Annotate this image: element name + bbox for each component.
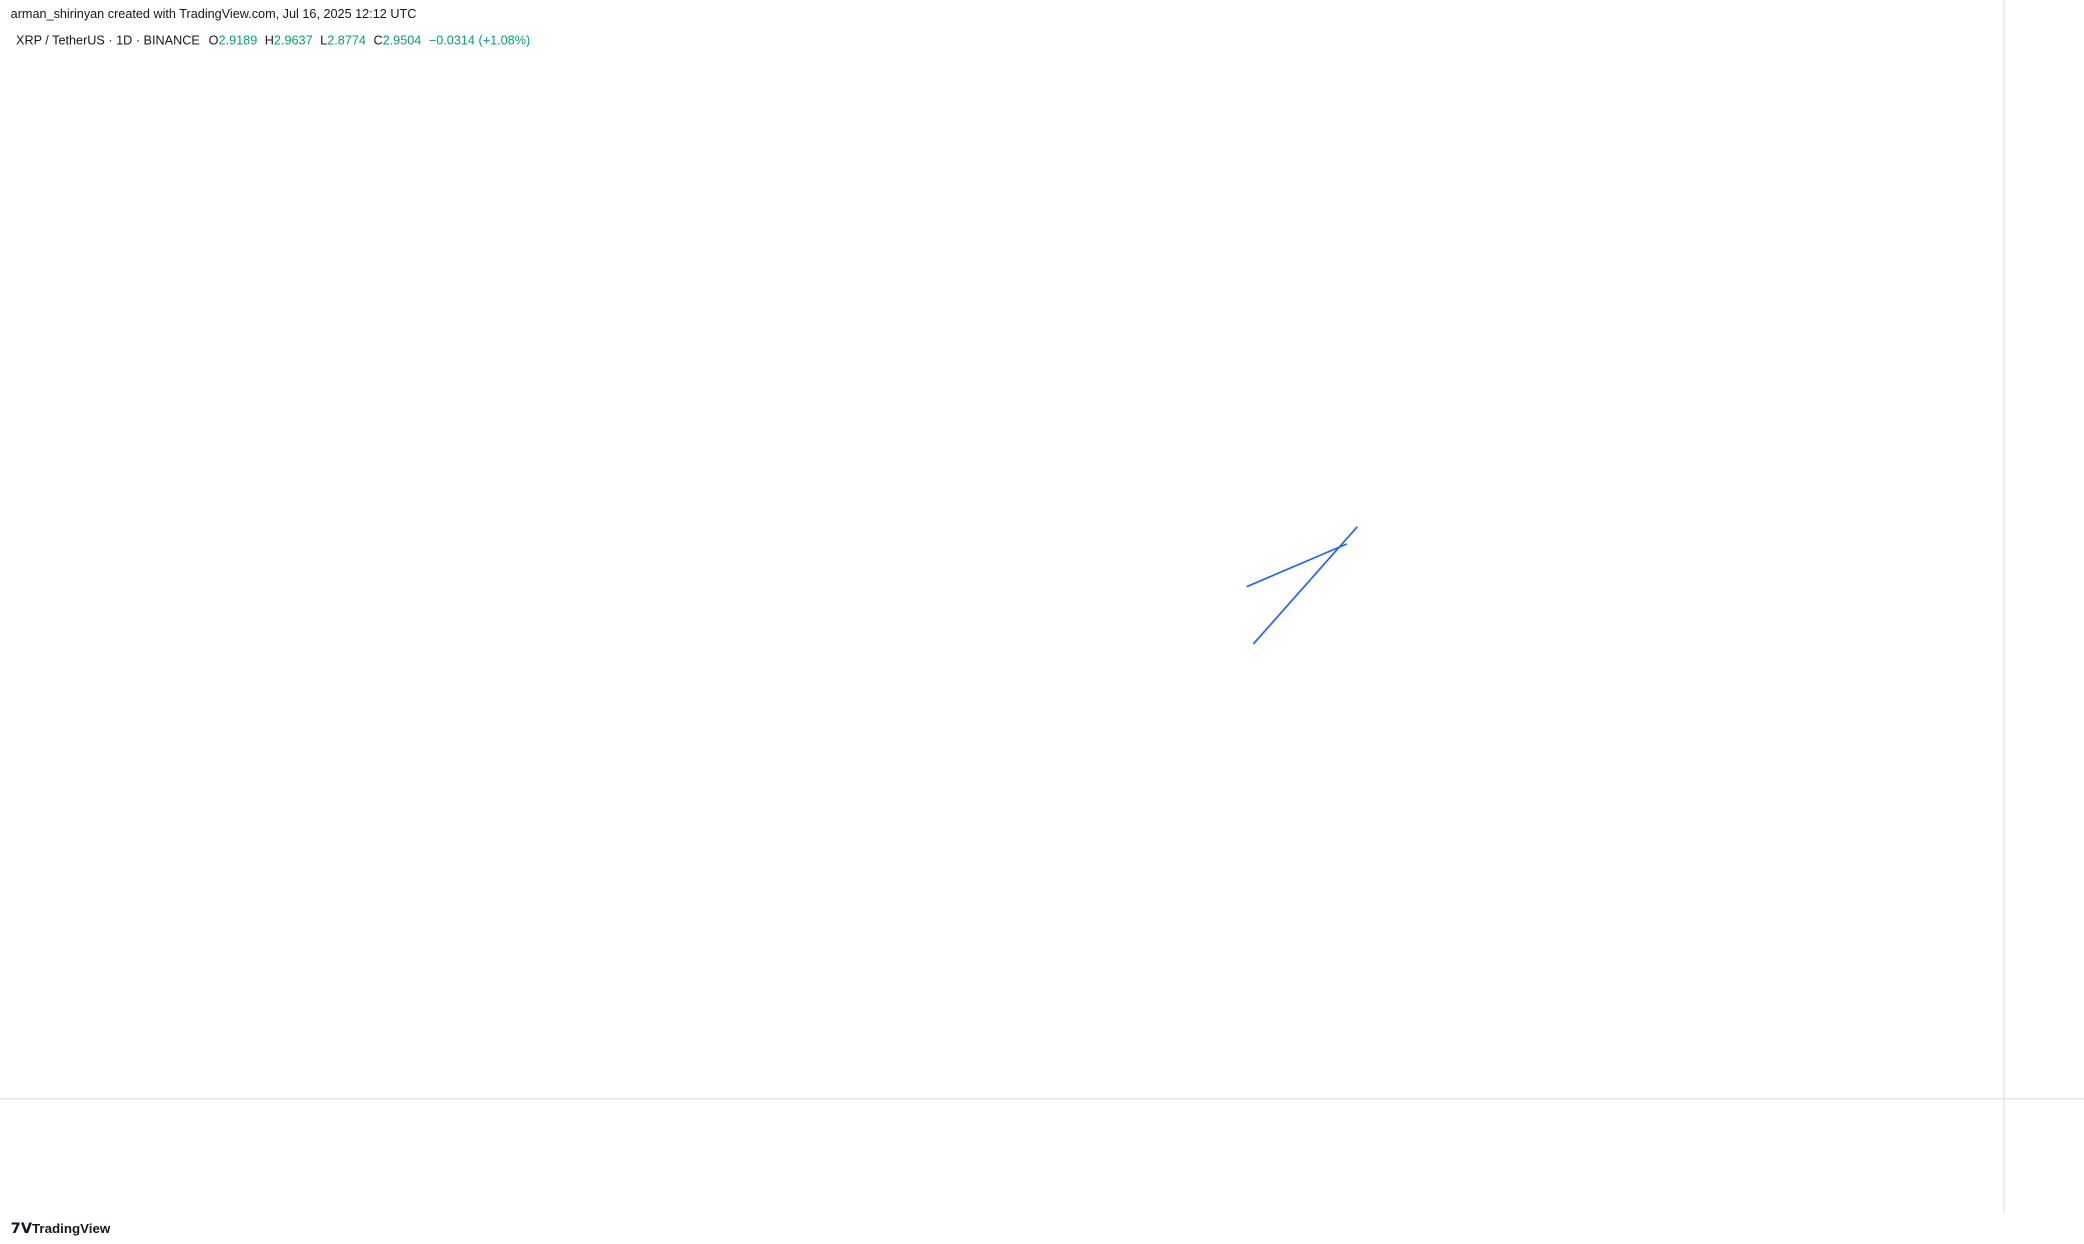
change: −0.0314 (+1.08%) [429,34,530,48]
ohlc-value: 2.9504 [383,34,422,48]
ohlc-key: H [265,34,274,48]
footer-logo: TradingView [32,1221,111,1236]
logo-mark: 𝟳𝗩 [11,1221,33,1237]
ohlc-value: 2.9637 [274,34,313,48]
symbol: XRP / TetherUS · 1D · BINANCE [16,34,200,48]
trend-line [1246,543,1348,588]
ohlc-value: 2.9189 [219,34,258,48]
ohlc-value: 2.8774 [327,34,366,48]
ohlc-key: C [373,34,382,48]
ohlc-key: O [209,34,219,48]
symbol-line: XRP / TetherUS · 1D · BINANCE O2.9189 H2… [16,34,530,48]
author-line: arman_shirinyan created with TradingView… [11,7,417,21]
ohlc-key: L [320,34,327,48]
